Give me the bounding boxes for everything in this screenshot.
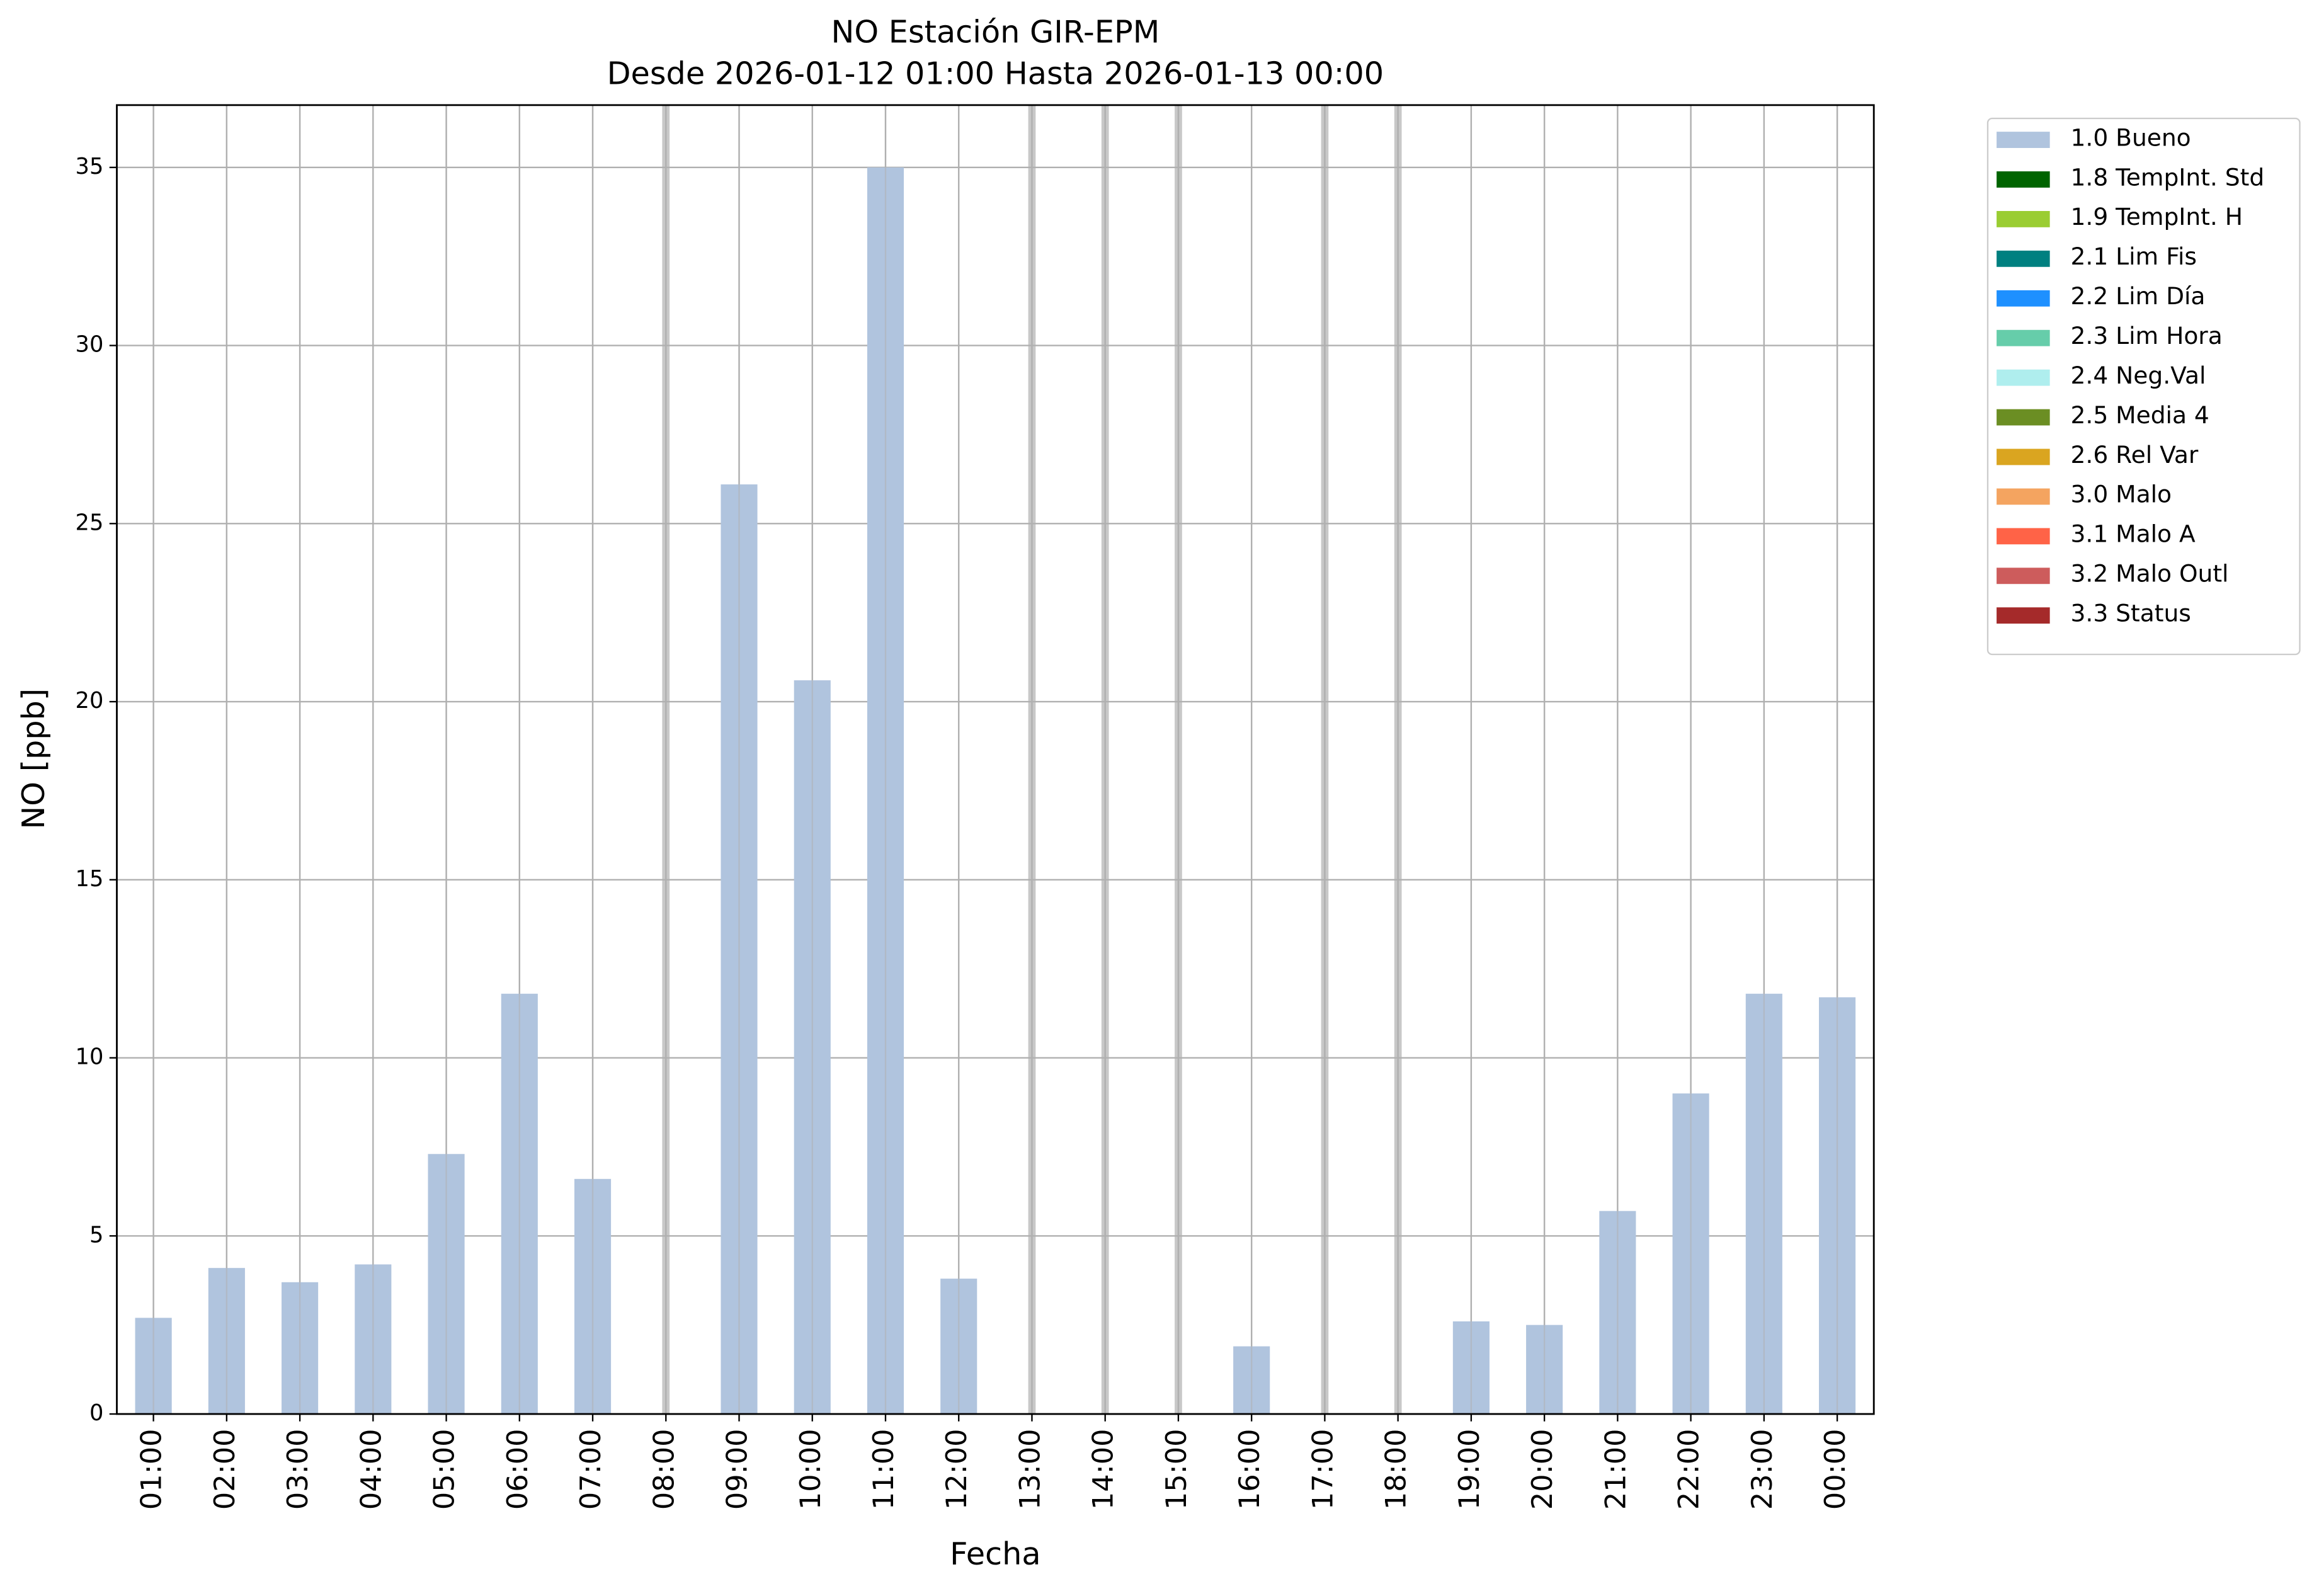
chart-subtitle: Desde 2026-01-12 01:00 Hasta 2026-01-13 … (607, 55, 1384, 91)
x-tick-label: 07:00 (574, 1429, 607, 1510)
legend-swatch (1997, 567, 2050, 584)
plot-frame (116, 104, 1875, 1415)
legend-swatch (1997, 171, 2050, 188)
legend-label: 2.6 Rel Var (2071, 441, 2199, 469)
y-tick-label: 20 (76, 688, 104, 714)
legend-swatch (1997, 329, 2050, 346)
x-tick-label: 04:00 (355, 1429, 387, 1510)
x-tick-label: 12:00 (940, 1429, 973, 1510)
chart-title: NO Estación GIR-EPM (831, 14, 1160, 50)
y-tick-label: 30 (76, 332, 104, 358)
x-tick-label: 05:00 (428, 1429, 461, 1510)
legend-label: 1.8 TempInt. Std (2071, 163, 2265, 191)
legend-label: 2.3 Lim Hora (2071, 322, 2223, 350)
x-tick-label: 02:00 (208, 1429, 241, 1510)
legend-swatch (1997, 290, 2050, 307)
y-tick-label: 25 (76, 510, 104, 535)
y-axis-label: NO [ppb] (15, 688, 52, 829)
legend-label: 3.1 Malo A (2071, 520, 2196, 548)
legend-label: 2.5 Media 4 (2071, 401, 2209, 429)
y-tick-label: 5 (89, 1222, 103, 1248)
x-tick-label: 14:00 (1087, 1429, 1120, 1510)
x-tick-label: 15:00 (1160, 1429, 1193, 1510)
legend-box (1986, 117, 2301, 656)
x-tick-label: 11:00 (867, 1429, 900, 1510)
x-tick-label: 19:00 (1453, 1429, 1486, 1510)
legend-swatch (1997, 448, 2050, 465)
x-axis-label: Fecha (950, 1536, 1041, 1572)
legend-swatch (1997, 250, 2050, 267)
x-tick-label: 06:00 (501, 1429, 534, 1510)
legend-label: 1.0 Bueno (2071, 123, 2191, 151)
x-tick-label: 10:00 (794, 1429, 827, 1510)
legend-label: 3.0 Malo (2071, 481, 2172, 508)
legend-swatch (1997, 369, 2050, 386)
x-tick-label: 21:00 (1599, 1429, 1632, 1510)
legend-swatch (1997, 607, 2050, 624)
x-tick-label: 23:00 (1746, 1429, 1779, 1510)
x-tick-label: 18:00 (1380, 1429, 1413, 1510)
legend-label: 3.2 Malo Outl (2071, 560, 2229, 588)
x-tick-label: 13:00 (1013, 1429, 1046, 1510)
legend-label: 2.1 Lim Fis (2071, 242, 2197, 270)
y-tick-label: 10 (76, 1044, 104, 1070)
legend-swatch (1997, 528, 2050, 545)
legend-swatch (1997, 210, 2050, 227)
x-tick-label: 01:00 (135, 1429, 168, 1510)
legend-label: 1.9 TempInt. H (2071, 203, 2243, 231)
legend-label: 3.3 Status (2071, 600, 2191, 627)
x-tick-label: 20:00 (1526, 1429, 1559, 1510)
y-tick-label: 35 (76, 154, 104, 180)
legend-label: 2.4 Neg.Val (2071, 362, 2206, 389)
x-tick-label: 03:00 (282, 1429, 314, 1510)
x-tick-label: 17:00 (1306, 1429, 1339, 1510)
x-tick-label: 08:00 (647, 1429, 680, 1510)
legend-swatch (1997, 488, 2050, 505)
x-tick-label: 00:00 (1819, 1429, 1852, 1510)
y-tick-label: 0 (89, 1400, 103, 1426)
y-tick-label: 15 (76, 866, 104, 892)
legend-label: 2.2 Lim Día (2071, 282, 2206, 310)
x-tick-label: 22:00 (1673, 1429, 1706, 1510)
x-tick-label: 16:00 (1233, 1429, 1266, 1510)
legend-swatch (1997, 132, 2050, 148)
x-tick-label: 09:00 (721, 1429, 754, 1510)
legend-swatch (1997, 409, 2050, 426)
